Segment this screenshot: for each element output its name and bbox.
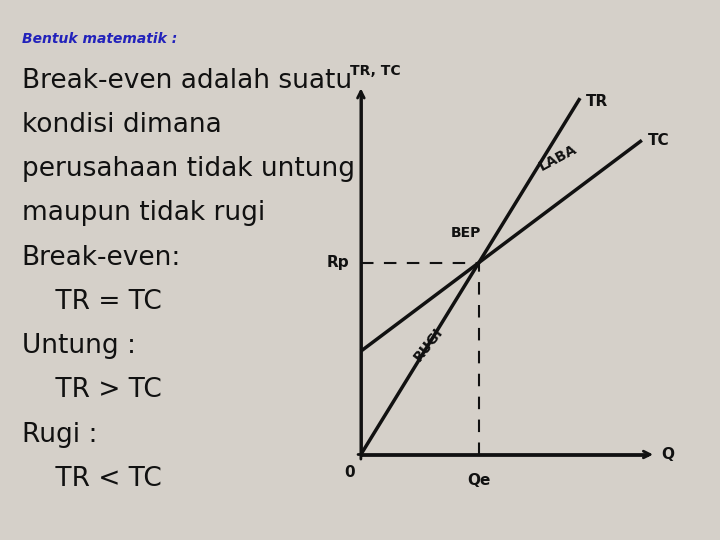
Text: TR: TR — [585, 94, 608, 109]
Text: BEP: BEP — [451, 226, 481, 240]
Text: TC: TC — [647, 133, 669, 148]
Text: RUGI: RUGI — [411, 325, 446, 363]
Text: Break-even:: Break-even: — [22, 245, 181, 271]
Text: Break-even adalah suatu: Break-even adalah suatu — [22, 68, 352, 93]
Text: TR < TC: TR < TC — [22, 466, 161, 492]
Text: maupun tidak rugi: maupun tidak rugi — [22, 200, 265, 226]
Text: 0: 0 — [344, 465, 355, 481]
Text: Bentuk matematik :: Bentuk matematik : — [22, 32, 177, 46]
Text: TR = TC: TR = TC — [22, 289, 161, 315]
Text: perusahaan tidak untung: perusahaan tidak untung — [22, 156, 355, 182]
Text: kondisi dimana: kondisi dimana — [22, 112, 221, 138]
Text: Untung :: Untung : — [22, 333, 135, 359]
Text: Rp: Rp — [327, 255, 350, 270]
Text: Rugi :: Rugi : — [22, 422, 97, 448]
Text: LABA: LABA — [536, 142, 579, 174]
Text: Q: Q — [662, 447, 675, 462]
Text: Qe: Qe — [467, 473, 490, 488]
Text: TR, TC: TR, TC — [350, 64, 400, 78]
Text: TR > TC: TR > TC — [22, 377, 161, 403]
